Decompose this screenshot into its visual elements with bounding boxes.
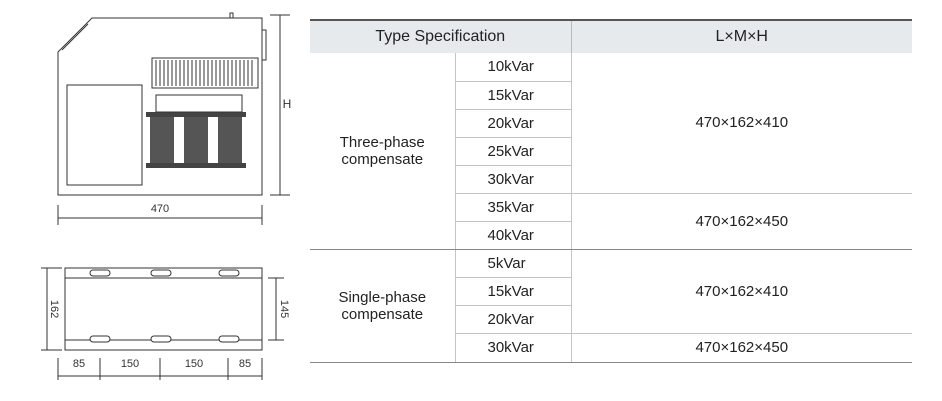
rating-cell: 15kVar (454, 81, 572, 110)
size-cell: 470×162×450 (571, 333, 912, 363)
rating-cell: 10kVar (454, 53, 572, 82)
handle (261, 29, 267, 61)
spacing-label: 85 (73, 358, 85, 370)
height-label: H (283, 97, 292, 111)
front-view: H 470 (57, 12, 292, 225)
chamfer-line (61, 23, 89, 51)
drawings: H 470 162 145 85 150 150 85 (41, 12, 292, 380)
depth-label: 162 (48, 300, 60, 318)
spacing-dimension (57, 358, 263, 380)
height-dimension (270, 14, 290, 196)
size-cell: 470×162×410 (571, 53, 912, 194)
base-outline (64, 267, 263, 351)
rating-cell: 20kVar (454, 109, 572, 138)
rating-cell: 35kVar (454, 193, 572, 222)
size-cell: 470×162×410 (571, 249, 912, 334)
rating-cell: 5kVar (454, 249, 572, 278)
group-cell: Three-phase compensate (310, 53, 455, 250)
size-cell: 470×162×450 (571, 193, 912, 250)
rating-cell: 30kVar (454, 165, 572, 194)
top-view: 162 145 85 150 150 85 (41, 267, 290, 380)
rating-cell: 25kVar (454, 137, 572, 166)
inner-dimension (268, 277, 284, 341)
group-cell: Single-phase compensate (310, 249, 455, 363)
terminal (229, 12, 234, 19)
rating-cell: 20kVar (454, 305, 572, 334)
width-label: 470 (151, 203, 169, 215)
rating-cell: 15kVar (454, 277, 572, 306)
spacing-label: 85 (239, 358, 251, 370)
header-cell: L×M×H (570, 19, 912, 53)
rating-cell: 30kVar (454, 333, 572, 363)
depth-dimension (41, 267, 62, 351)
reactor-core (146, 94, 246, 168)
header-cell: Type Specification (310, 19, 571, 53)
spacing-label: 150 (185, 358, 203, 370)
width-dimension (57, 205, 263, 225)
rail-lines (65, 277, 262, 341)
spec-table: Type Specification L×M×H Three-phase com… (310, 19, 912, 363)
header-row: Type Specification L×M×H (310, 19, 912, 53)
housing-outline (57, 17, 263, 196)
panel (66, 84, 143, 186)
mounting-slots (89, 269, 240, 343)
spacing-label: 150 (121, 358, 139, 370)
inner-label: 145 (278, 300, 290, 318)
rating-cell: 40kVar (454, 221, 572, 250)
fins (151, 57, 259, 89)
